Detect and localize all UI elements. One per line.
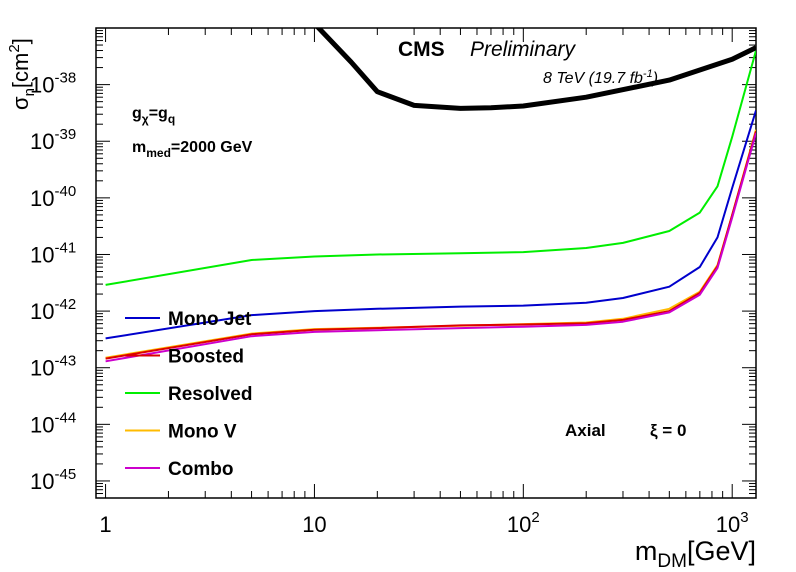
x-tick-label-base: 10 xyxy=(302,512,326,537)
y-tick-label-base: 10 xyxy=(30,299,54,324)
mmed-value: =2000 GeV xyxy=(171,139,253,156)
y-tick-label: 10-40 xyxy=(30,183,76,211)
y-axis-title: σn[cm2] xyxy=(6,38,38,110)
y-tick-label: 10-44 xyxy=(30,409,76,437)
y-tick-label-base: 10 xyxy=(30,242,54,267)
lumi-exp: -1 xyxy=(643,68,653,80)
y-tick-label: 10-38 xyxy=(30,70,76,98)
legend-label: Combo xyxy=(168,459,233,480)
series-line-combo xyxy=(105,132,756,363)
x-tick-label: 10 xyxy=(302,512,326,537)
x-tick-label-base: 10 xyxy=(507,512,531,537)
mmed-sub: med xyxy=(146,146,171,160)
ylabel-sigma: σ xyxy=(8,96,33,110)
y-tick-label: 10-41 xyxy=(30,239,76,267)
y-tick-label-base: 10 xyxy=(30,412,54,437)
series-line-mono-jet xyxy=(105,110,756,340)
x-tick-label: 103 xyxy=(716,509,749,537)
y-tick-label-exp: -41 xyxy=(54,239,76,256)
cms-label: CMS xyxy=(398,38,445,61)
lumi-post: ) xyxy=(651,70,658,87)
series-line-resolved xyxy=(105,50,756,286)
mmed-m: m xyxy=(132,139,146,156)
y-tick-label: 10-43 xyxy=(30,353,76,381)
x-tick-label-exp: 2 xyxy=(531,509,539,526)
ylabel-unit-pre: [cm xyxy=(8,53,33,88)
axis-ticks xyxy=(95,27,756,499)
ylabel-unit-post: ] xyxy=(8,38,33,44)
y-tick-label-base: 10 xyxy=(30,129,54,154)
y-tick-label-exp: -42 xyxy=(54,296,76,313)
xlabel-m: m xyxy=(635,536,658,566)
lumi-text: 8 TeV (19.7 fb xyxy=(543,70,643,87)
xlabel-sub: DM xyxy=(657,551,687,572)
y-tick-label-exp: -39 xyxy=(54,126,76,143)
y-tick-label-base: 10 xyxy=(30,356,54,381)
y-tick-label-exp: -38 xyxy=(54,70,76,87)
y-tick-label-exp: -45 xyxy=(54,466,76,483)
y-tick-label-exp: -44 xyxy=(54,409,76,426)
y-tick-label: 10-45 xyxy=(30,466,76,494)
y-tick-label-exp: -43 xyxy=(54,353,76,370)
series-group xyxy=(105,28,756,363)
y-tick-label-base: 10 xyxy=(30,73,54,98)
axial-label: Axial xyxy=(565,421,606,440)
tick-labels: 1 10 102 10310-4510-4410-4310-4210-4110-401… xyxy=(30,70,749,537)
y-tick-label-base: 10 xyxy=(30,186,54,211)
x-axis-title: mDM[GeV] xyxy=(635,536,756,572)
legend: Mono Jet Boosted Resolved Mono V Combo xyxy=(125,309,252,480)
x-tick-label-base: 10 xyxy=(716,512,740,537)
x-tick-label-base: 1 xyxy=(99,512,111,537)
preliminary-label: Preliminary xyxy=(470,38,577,61)
x-tick-label: 102 xyxy=(507,509,540,537)
coupling-eq: =g xyxy=(149,105,168,122)
x-tick-label-exp: 3 xyxy=(740,509,748,526)
ylabel-unit-exp: 2 xyxy=(6,44,23,52)
x-tick-label: 1 xyxy=(99,512,111,537)
coupling-g: g xyxy=(132,105,142,122)
series-line-black xyxy=(315,28,756,111)
coupling-chi-sub: χ xyxy=(142,112,149,126)
y-tick-label-exp: -40 xyxy=(54,183,76,200)
y-tick-label: 10-39 xyxy=(30,126,76,154)
legend-label: Resolved xyxy=(168,384,252,405)
mediator-mass-label: mmed=2000 GeV xyxy=(132,139,253,160)
xi-label: ξ = 0 xyxy=(650,421,686,440)
legend-label: Mono Jet xyxy=(168,309,252,330)
y-tick-label: 10-42 xyxy=(30,296,76,324)
coupling-label: gχ=gq xyxy=(132,105,175,126)
coupling-q-sub: q xyxy=(168,112,175,126)
legend-label: Boosted xyxy=(168,347,244,368)
ylabel-sub: n xyxy=(21,88,38,96)
lumi-label: 8 TeV (19.7 fb-1) xyxy=(543,68,658,87)
y-tick-label-base: 10 xyxy=(30,469,54,494)
xlabel-unit: [GeV] xyxy=(687,536,756,566)
legend-label: Mono V xyxy=(168,422,237,443)
